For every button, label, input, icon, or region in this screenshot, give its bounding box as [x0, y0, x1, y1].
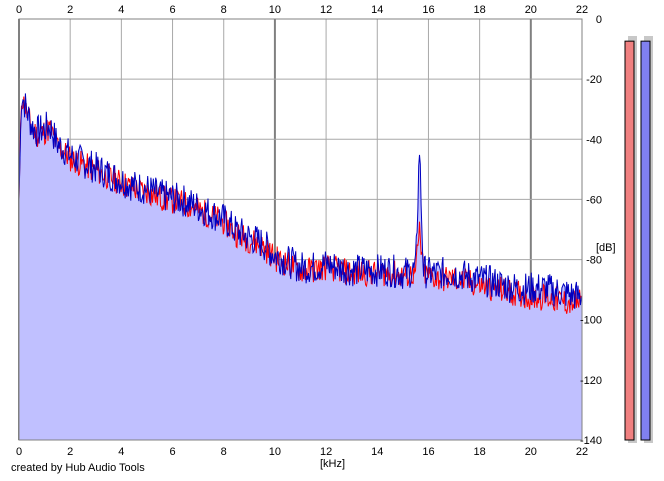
- x-tick-bottom-9: 18: [474, 446, 486, 458]
- x-tick-bottom-8: 16: [422, 446, 434, 458]
- x-tick-top-8: 16: [422, 4, 434, 16]
- y-tick-7: -140: [580, 435, 602, 447]
- y-tick-5: -100: [580, 315, 602, 327]
- y-tick-4: -80: [586, 255, 602, 267]
- x-tick-bottom-2: 4: [118, 446, 124, 458]
- credit-text: created by Hub Audio Tools: [11, 462, 145, 474]
- x-axis-label: [kHz]: [320, 458, 345, 470]
- x-tick-bottom-10: 20: [525, 446, 537, 458]
- x-tick-top-10: 20: [525, 4, 537, 16]
- x-tick-bottom-11: 22: [576, 446, 588, 458]
- y-axis-label: [dB]: [596, 242, 616, 254]
- x-tick-bottom-6: 12: [320, 446, 332, 458]
- x-tick-top-0: 0: [16, 4, 22, 16]
- x-tick-top-3: 6: [169, 4, 175, 16]
- y-axis-ticks: 0 -20 -40 -60 -80 -100 -120 -140: [580, 14, 602, 447]
- y-tick-3: -60: [586, 194, 602, 206]
- y-tick-6: -120: [580, 375, 602, 387]
- meter-bar-1: [640, 40, 651, 441]
- meter-bar-0: [624, 40, 635, 441]
- x-tick-bottom-0: 0: [16, 446, 22, 458]
- x-tick-top-5: 10: [269, 4, 281, 16]
- x-tick-top-2: 4: [118, 4, 124, 16]
- x-tick-bottom-5: 10: [269, 446, 281, 458]
- x-tick-bottom-7: 14: [371, 446, 383, 458]
- y-tick-2: -40: [586, 134, 602, 146]
- x-tick-top-7: 14: [371, 4, 383, 16]
- plot-frame: [18, 18, 583, 441]
- x-tick-top-4: 8: [221, 4, 227, 16]
- x-tick-bottom-1: 2: [67, 446, 73, 458]
- x-tick-bottom-4: 8: [221, 446, 227, 458]
- spectrum-area-fill: [19, 93, 582, 441]
- x-tick-bottom-3: 6: [169, 446, 175, 458]
- x-tick-top-9: 18: [474, 4, 486, 16]
- y-tick-1: -20: [586, 74, 602, 86]
- y-tick-0: 0: [596, 14, 602, 26]
- series-blue-line: [18, 93, 583, 309]
- x-tick-top-1: 2: [67, 4, 73, 16]
- x-tick-top-6: 12: [320, 4, 332, 16]
- level-meters: [624, 36, 653, 443]
- x-tick-top-11: 22: [576, 4, 588, 16]
